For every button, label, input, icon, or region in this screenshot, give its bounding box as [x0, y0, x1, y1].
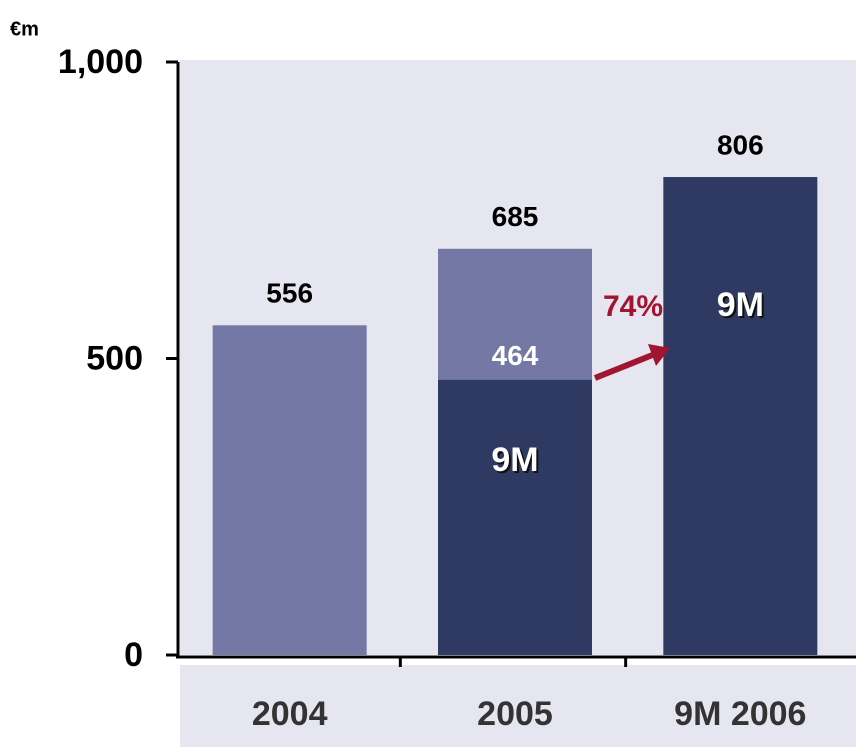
x-tick-label: 2004: [252, 695, 328, 733]
x-tick-label: 9M 2006: [674, 695, 806, 733]
series-shadow: 9M: [493, 443, 540, 481]
data-label: 556: [266, 278, 313, 309]
y-tick-label: 1,000: [58, 43, 143, 81]
series-label: 9M: [491, 441, 538, 479]
y-tick-label: 500: [86, 339, 143, 377]
data-label: 464: [492, 340, 539, 371]
arrow-head: [648, 344, 670, 366]
series-label: 9M: [717, 286, 764, 324]
y-tick-label: 0: [124, 636, 143, 674]
data-label: 806: [717, 129, 764, 160]
bar: [212, 325, 367, 655]
y-unit: €m: [10, 18, 39, 40]
bar: [663, 177, 818, 656]
x-label-band: [180, 665, 856, 747]
data-label: 685: [492, 201, 539, 232]
annotation: 74%: [603, 290, 663, 323]
x-tick-label: 2005: [477, 695, 553, 733]
series-shadow: 9M: [719, 288, 766, 326]
arrow-shaft: [593, 351, 657, 381]
bar: [438, 379, 592, 655]
